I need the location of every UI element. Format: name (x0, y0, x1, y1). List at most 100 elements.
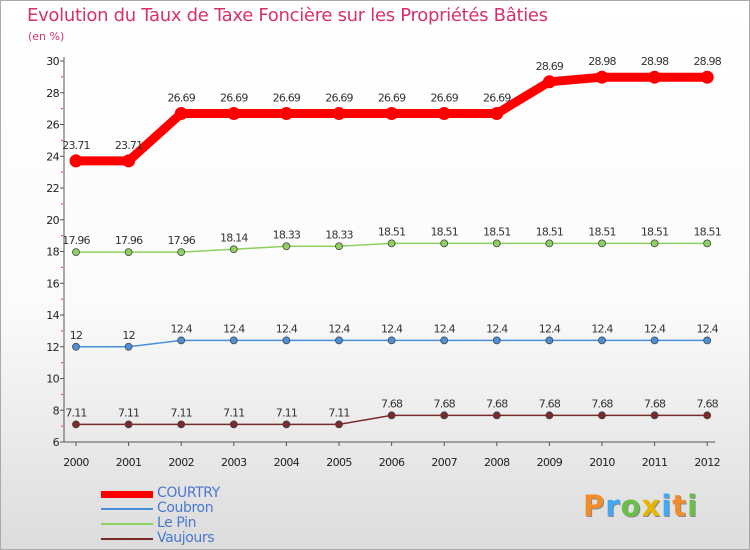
data-point (124, 248, 133, 257)
data-label: 18.51 (536, 225, 564, 238)
y-tick-label: 8 (53, 404, 60, 417)
x-tick-label: 2000 (63, 456, 89, 469)
data-label: 23.71 (115, 139, 143, 152)
data-label: 26.69 (483, 92, 511, 105)
legend-label: Coubron (157, 500, 214, 516)
data-label: 18.51 (483, 225, 511, 238)
data-point (122, 154, 136, 168)
y-tick-label: 14 (46, 309, 59, 322)
data-point (335, 336, 343, 345)
data-point (437, 107, 451, 121)
data-label: 26.69 (220, 92, 248, 105)
data-point (492, 239, 501, 248)
data-point (703, 336, 712, 345)
x-tick-label: 2005 (326, 456, 352, 469)
logo-letter: x (641, 489, 662, 523)
data-label: 17.96 (62, 234, 90, 247)
data-point (174, 107, 188, 121)
legend-swatch (101, 491, 153, 498)
data-label: 18.51 (641, 225, 669, 238)
data-point (650, 239, 659, 248)
data-label: 12 (70, 329, 82, 342)
series-coubron (72, 336, 712, 351)
data-label: 18.51 (430, 225, 458, 238)
data-label: 7.11 (171, 406, 192, 419)
data-label: 7.68 (591, 397, 613, 410)
series-lines (69, 70, 714, 429)
x-tick-label: 2004 (274, 456, 300, 469)
data-point (72, 342, 80, 351)
data-point (387, 411, 396, 420)
data-label: 7.11 (65, 406, 86, 419)
data-point (595, 70, 609, 84)
data-label: 26.69 (273, 92, 301, 105)
data-point (703, 239, 712, 248)
data-label: 7.68 (697, 397, 719, 410)
data-label: 12.4 (276, 322, 298, 335)
data-point (387, 239, 396, 248)
data-point (72, 420, 80, 429)
y-tick-label: 20 (46, 214, 59, 227)
data-label: 18.51 (693, 225, 721, 238)
legend-swatch (101, 538, 153, 540)
chart-title: Evolution du Taux de Taxe Foncière sur l… (27, 5, 548, 26)
data-point (545, 411, 554, 420)
data-point (650, 411, 659, 420)
data-point (229, 420, 238, 429)
data-label: 7.68 (539, 397, 561, 410)
data-label: 18.14 (220, 231, 248, 244)
data-label: 7.11 (276, 406, 297, 419)
x-tick-label: 2011 (642, 456, 668, 469)
legend-label: Le Pin (157, 515, 197, 531)
data-point (490, 107, 504, 121)
data-point (440, 411, 449, 420)
x-tick-label: 2008 (484, 456, 510, 469)
legend-swatch (101, 523, 153, 525)
data-label: 28.69 (536, 60, 564, 73)
data-point (440, 239, 449, 248)
y-tick-label: 12 (46, 341, 59, 354)
data-point (700, 70, 714, 84)
data-label: 12.4 (486, 322, 508, 335)
data-label: 12.4 (697, 322, 719, 335)
logo-letter: o (620, 489, 642, 523)
data-point (282, 420, 291, 429)
y-tick-label: 22 (46, 182, 59, 195)
series-courtry (69, 70, 714, 168)
x-tick-label: 2009 (537, 456, 563, 469)
data-label: 12 (122, 329, 134, 342)
logo-letter: t (672, 489, 688, 523)
data-label: 7.68 (486, 397, 508, 410)
data-point (492, 336, 501, 345)
logo-letter: i (687, 489, 699, 523)
series-vaujours (72, 411, 712, 429)
data-label: 12.4 (223, 322, 245, 335)
logo-letter: r (605, 489, 621, 523)
data-point (124, 420, 133, 429)
data-label: 28.98 (641, 55, 669, 68)
data-label: 28.98 (588, 55, 616, 68)
data-point (332, 107, 346, 121)
data-point (69, 154, 83, 168)
data-label: 17.96 (115, 234, 143, 247)
data-label: 18.51 (378, 225, 406, 238)
x-tick-label: 2006 (379, 456, 405, 469)
data-point (177, 336, 186, 345)
data-point (648, 70, 662, 84)
data-point (598, 239, 606, 248)
data-point (335, 420, 343, 429)
data-point (177, 248, 186, 257)
data-label: 12.4 (644, 322, 666, 335)
x-tick-label: 2001 (116, 456, 142, 469)
chart-unit-label: (en %) (28, 30, 65, 43)
legend-label: Vaujours (157, 530, 215, 546)
y-tick-label: 16 (46, 277, 59, 290)
data-point (282, 336, 291, 345)
data-point (177, 420, 186, 429)
data-point (650, 336, 659, 345)
data-label: 18.33 (325, 228, 353, 241)
y-tick-label: 18 (46, 246, 59, 259)
data-label: 7.68 (381, 397, 403, 410)
logo-letter: i (661, 489, 673, 523)
